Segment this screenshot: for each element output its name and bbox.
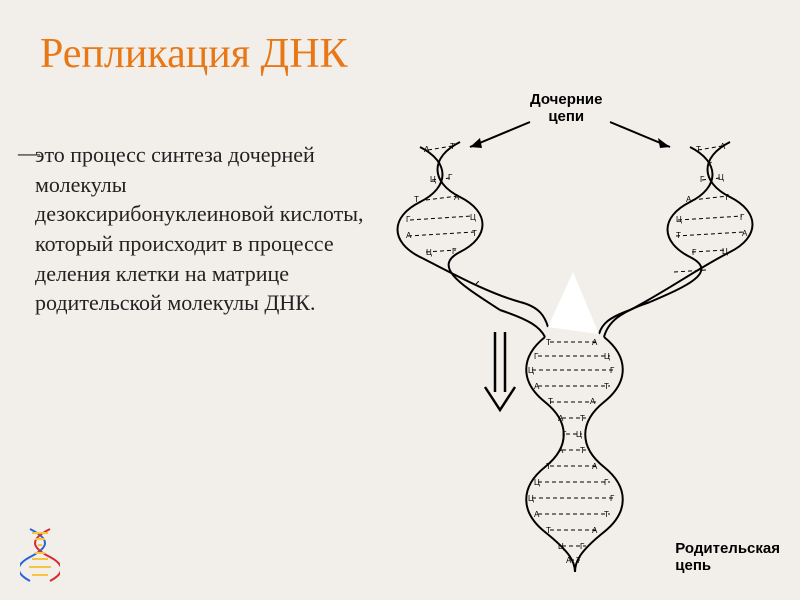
svg-text:Г: Г	[604, 478, 609, 487]
svg-text:Т: Т	[450, 142, 455, 151]
svg-text:А: А	[558, 414, 564, 423]
svg-text:Т: Т	[472, 229, 477, 238]
svg-text:Ц: Ц	[470, 213, 476, 222]
svg-text:Г: Г	[448, 173, 453, 182]
daughter-strands-label: Дочерниецепи	[530, 92, 603, 125]
svg-text:Т: Т	[604, 510, 609, 519]
svg-text:Г: Г	[700, 175, 705, 184]
dna-replication-svg: АТ ЦГ ТА ГЦ АТ ЦГ	[390, 92, 790, 582]
svg-text:Г: Г	[534, 352, 539, 361]
svg-text:Т: Т	[546, 338, 551, 347]
svg-text:Т: Т	[546, 526, 551, 535]
svg-text:Г: Г	[452, 247, 457, 256]
svg-text:Г: Г	[562, 430, 567, 439]
svg-text:Т: Т	[414, 195, 419, 204]
svg-text:Т: Т	[580, 414, 585, 423]
svg-text:Г: Г	[610, 494, 615, 503]
svg-text:Т: Т	[580, 446, 585, 455]
svg-text:Т: Т	[546, 462, 551, 471]
svg-text:Ц: Ц	[430, 175, 436, 184]
svg-text:Т: Т	[604, 382, 609, 391]
svg-text:А: А	[534, 510, 540, 519]
slide-title: Репликация ДНК	[40, 30, 348, 78]
svg-text:Г: Г	[610, 366, 615, 375]
svg-text:Г: Г	[406, 215, 411, 224]
svg-text:А: А	[592, 338, 598, 347]
svg-text:Т: Т	[676, 231, 681, 240]
svg-text:Т: Т	[548, 397, 553, 406]
svg-text:Ц: Ц	[576, 430, 582, 439]
parent-strand-label: Родительскаяцепь	[675, 541, 780, 574]
svg-text:А: А	[592, 462, 598, 471]
svg-text:Ц: Ц	[534, 478, 540, 487]
svg-text:А: А	[454, 193, 460, 202]
svg-text:Ц: Ц	[528, 494, 534, 503]
svg-text:А: А	[534, 382, 540, 391]
small-dna-icon	[20, 527, 60, 582]
svg-text:А: А	[686, 195, 692, 204]
svg-text:Г: Г	[580, 542, 585, 551]
svg-text:А: А	[406, 231, 412, 240]
svg-text:Ц: Ц	[718, 173, 724, 182]
svg-text:Ц: Ц	[558, 542, 564, 551]
svg-text:Ц: Ц	[676, 215, 682, 224]
dna-replication-diagram: Дочерниецепи	[390, 92, 790, 592]
svg-text:А: А	[424, 145, 430, 154]
svg-text:А: А	[592, 526, 598, 535]
body-paragraph: это процесс синтеза дочерней молекулы де…	[35, 140, 365, 318]
svg-text:А: А	[720, 142, 726, 151]
svg-text:А: А	[566, 556, 572, 565]
svg-text:Ц: Ц	[722, 247, 728, 256]
svg-text:Г: Г	[692, 248, 697, 257]
svg-text:Т: Т	[724, 193, 729, 202]
svg-text:Т: Т	[696, 145, 701, 154]
svg-text:Ц: Ц	[604, 352, 610, 361]
svg-text:А: А	[590, 397, 596, 406]
svg-text:А: А	[742, 229, 748, 238]
svg-text:Т: Т	[576, 556, 581, 565]
svg-text:Ц: Ц	[528, 366, 534, 375]
svg-text:А: А	[558, 446, 564, 455]
svg-text:Ц: Ц	[426, 248, 432, 257]
svg-text:Г: Г	[740, 213, 745, 222]
